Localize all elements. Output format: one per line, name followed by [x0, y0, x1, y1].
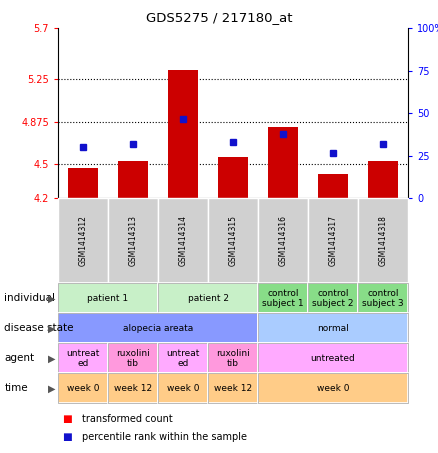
Text: patient 2: patient 2 [187, 294, 229, 303]
Text: percentile rank within the sample: percentile rank within the sample [82, 432, 247, 442]
Text: GSM1414314: GSM1414314 [179, 216, 187, 266]
Text: disease state: disease state [4, 323, 74, 333]
Bar [68, 168, 98, 198]
Text: GSM1414316: GSM1414316 [279, 216, 287, 266]
Bar [218, 157, 248, 198]
Text: untreat
ed: untreat ed [66, 349, 100, 368]
Text: agent: agent [4, 353, 35, 363]
Text: individual: individual [4, 294, 55, 304]
Text: week 12: week 12 [114, 384, 152, 393]
Text: GSM1414315: GSM1414315 [229, 216, 237, 266]
Text: week 0: week 0 [317, 384, 349, 393]
Text: ■: ■ [62, 432, 72, 442]
Text: normal: normal [317, 324, 349, 333]
Text: control
subject 2: control subject 2 [312, 289, 354, 308]
Text: ▶: ▶ [48, 323, 56, 333]
Bar [168, 70, 198, 198]
Text: transformed count: transformed count [82, 414, 173, 424]
Text: week 0: week 0 [167, 384, 199, 393]
Text: untreated: untreated [311, 354, 355, 363]
Text: ■: ■ [62, 414, 72, 424]
Text: ruxolini
tib: ruxolini tib [116, 349, 150, 368]
Text: time: time [4, 384, 28, 394]
Bar [268, 127, 298, 198]
Text: GSM1414312: GSM1414312 [78, 216, 88, 266]
Bar [368, 161, 398, 198]
Text: patient 1: patient 1 [88, 294, 129, 303]
Text: week 12: week 12 [214, 384, 252, 393]
Text: GSM1414318: GSM1414318 [378, 216, 388, 266]
Text: ruxolini
tib: ruxolini tib [216, 349, 250, 368]
Text: GDS5275 / 217180_at: GDS5275 / 217180_at [146, 11, 292, 24]
Text: ▶: ▶ [48, 353, 56, 363]
Bar [118, 161, 148, 198]
Text: control
subject 3: control subject 3 [362, 289, 404, 308]
Text: GSM1414317: GSM1414317 [328, 216, 338, 266]
Text: untreat
ed: untreat ed [166, 349, 200, 368]
Text: ▶: ▶ [48, 294, 56, 304]
Bar [318, 173, 348, 198]
Text: week 0: week 0 [67, 384, 99, 393]
Text: ▶: ▶ [48, 384, 56, 394]
Text: control
subject 1: control subject 1 [262, 289, 304, 308]
Text: GSM1414313: GSM1414313 [128, 216, 138, 266]
Text: alopecia areata: alopecia areata [123, 324, 193, 333]
